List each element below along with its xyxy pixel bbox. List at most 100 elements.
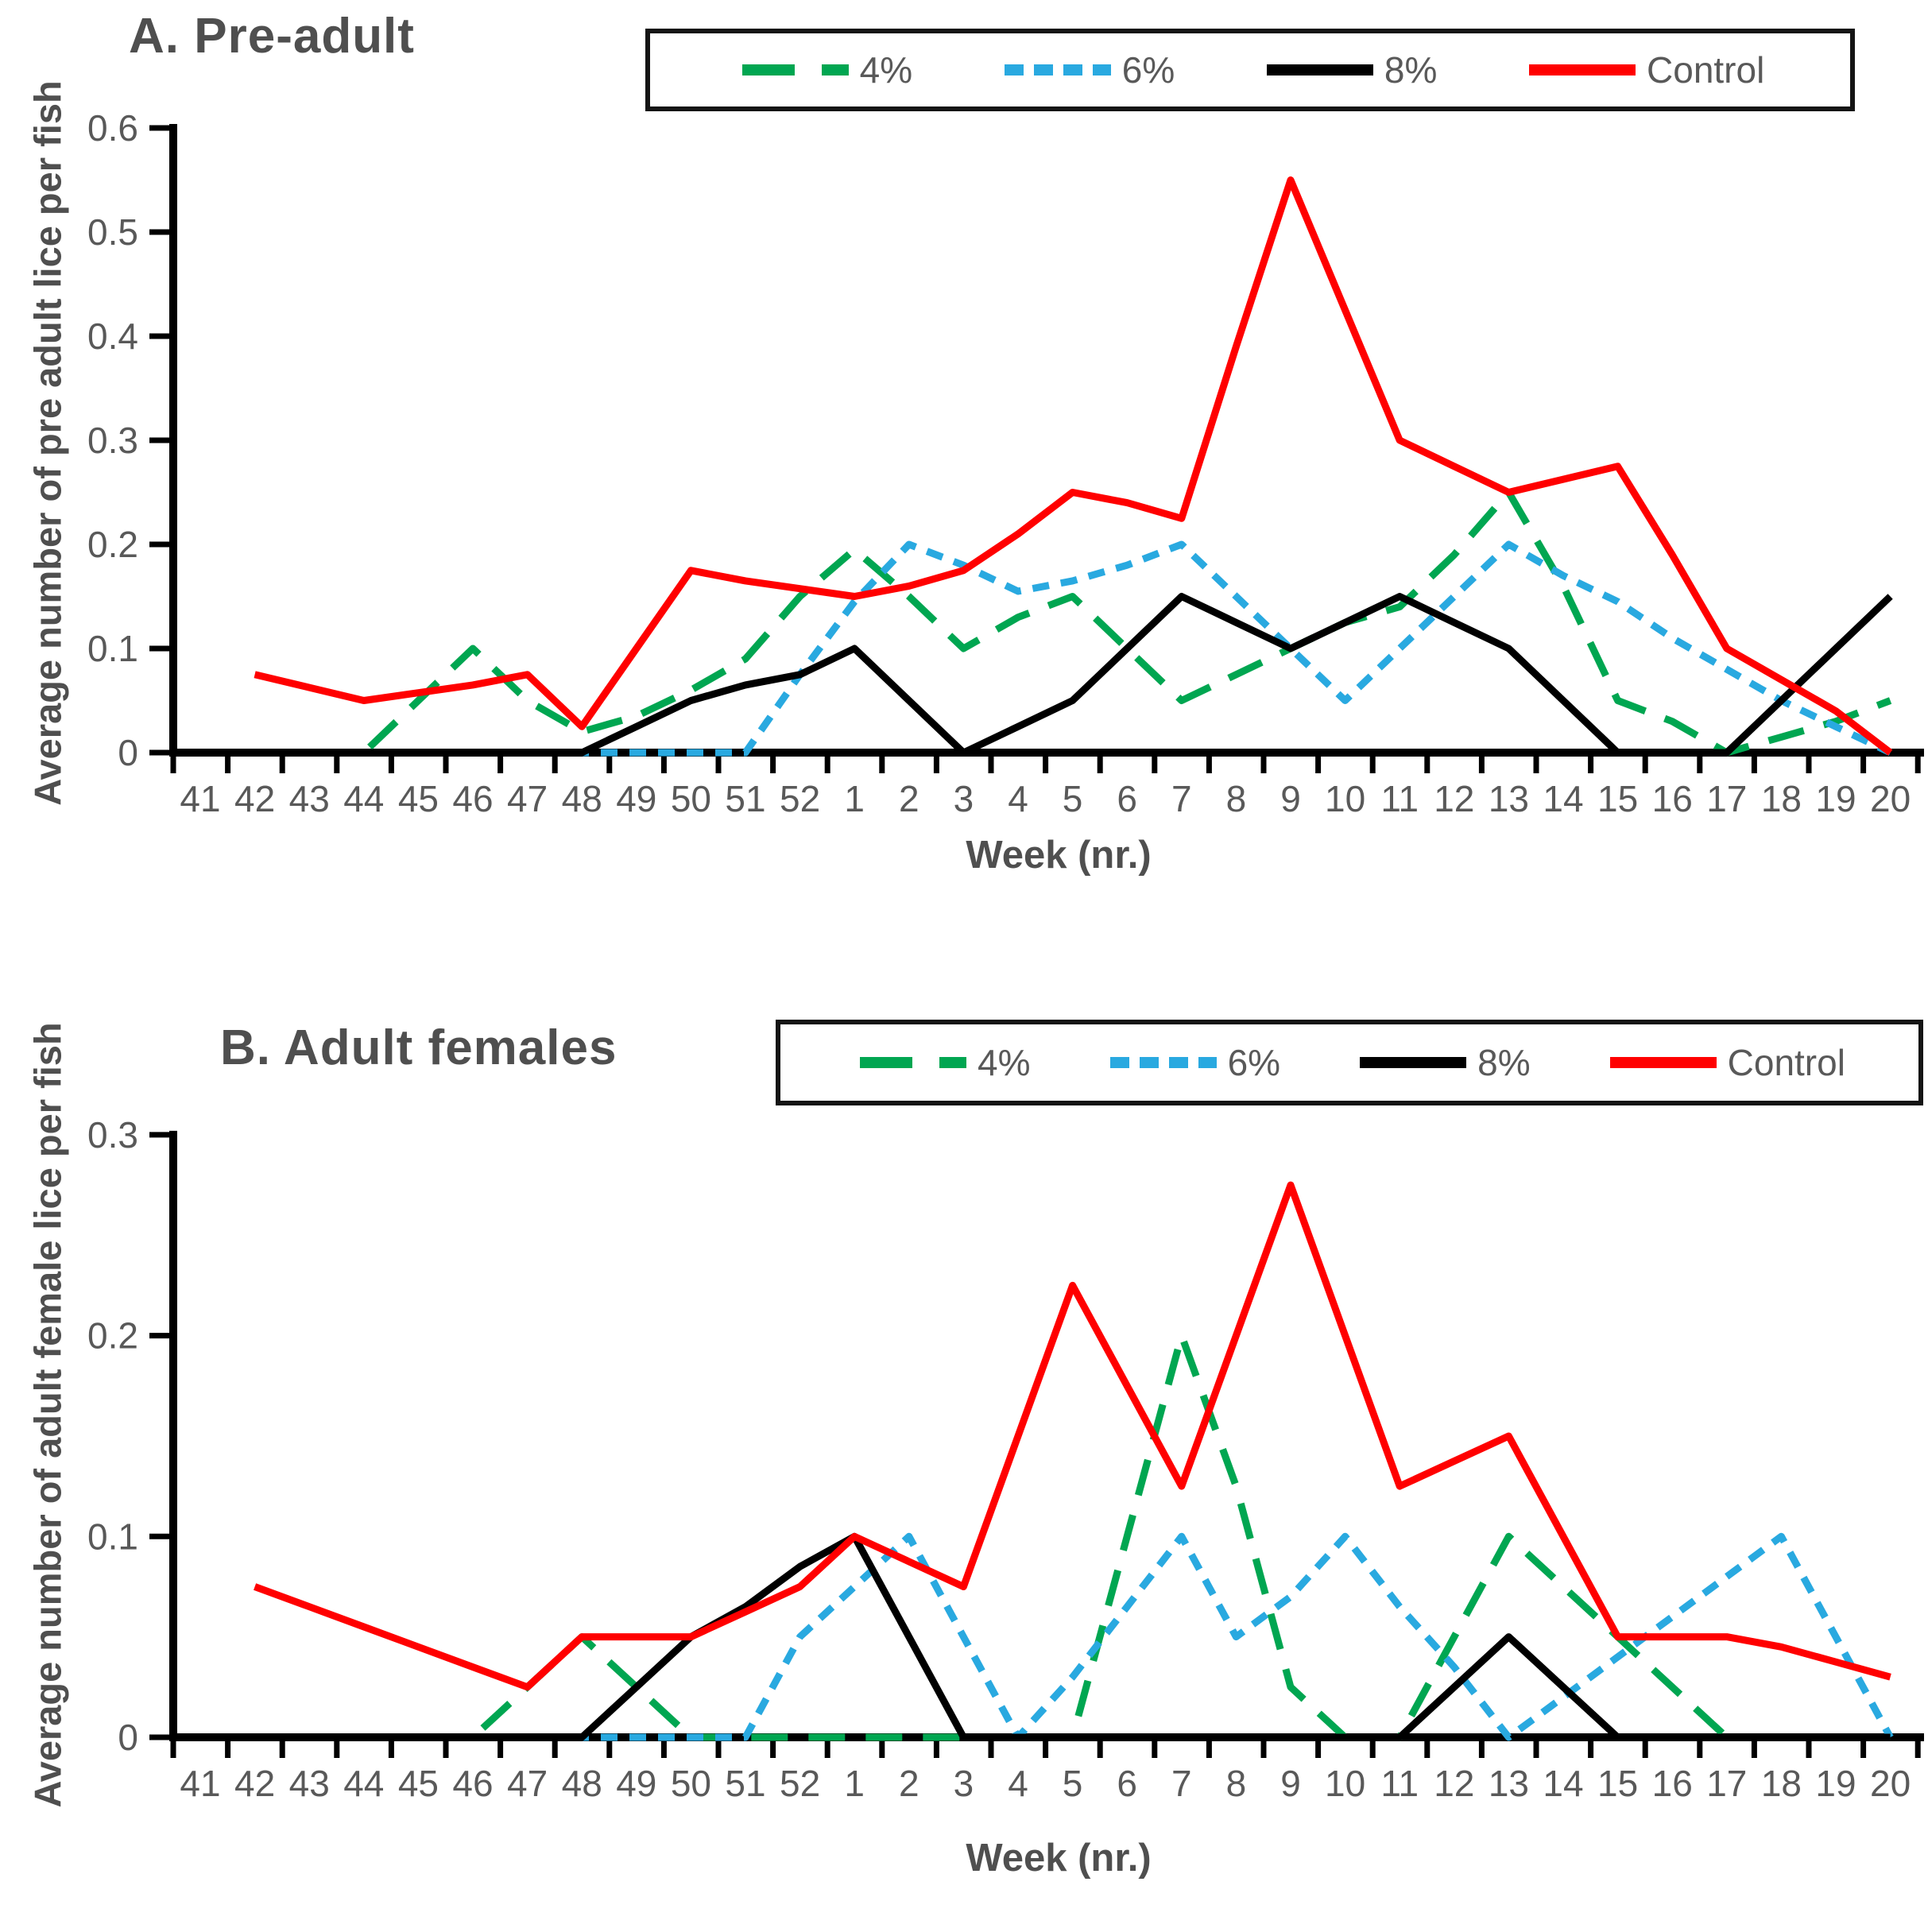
x-tick-label: 42 — [234, 778, 275, 819]
series-line-8pct — [200, 593, 1893, 757]
x-tick-label: 14 — [1543, 1763, 1583, 1804]
x-tick-label: 6 — [1117, 1763, 1137, 1804]
x-tick-label: 13 — [1489, 778, 1529, 819]
panel-adult-females: B. Adult females 4% 6% 8% Control Average n… — [0, 966, 1928, 1932]
chart-title-adult-females: B. Adult females — [220, 1020, 618, 1075]
y-tick-label: 0 — [118, 1717, 138, 1758]
x-tick-label: 41 — [180, 1763, 220, 1804]
legend-label-8pct: 8% — [1477, 1042, 1531, 1083]
legend-swatch-4pct — [860, 1057, 967, 1068]
x-tick-label: 16 — [1652, 1763, 1693, 1804]
y-tick-label: 0.3 — [87, 420, 138, 461]
x-tick-label: 3 — [954, 778, 974, 819]
legend-label-8pct: 8% — [1384, 49, 1438, 91]
legend-item-6pct: 6% — [1104, 1041, 1280, 1084]
legend-item-4pct: 4% — [854, 1041, 1031, 1084]
legend-label-control: Control — [1647, 49, 1765, 91]
legend-label-6pct: 6% — [1227, 1042, 1281, 1083]
x-tick-label: 8 — [1226, 1763, 1247, 1804]
y-tick-label: 0.4 — [87, 316, 138, 357]
chart-title-pre-adult: A. Pre-adult — [129, 9, 415, 64]
x-tick-label: 51 — [725, 778, 765, 819]
legend-swatch-6pct — [1109, 1057, 1217, 1068]
x-tick-label: 44 — [343, 778, 384, 819]
y-tick-label: 0.3 — [87, 1114, 138, 1156]
x-tick-label: 18 — [1761, 1763, 1802, 1804]
legend-item-6pct: 6% — [998, 48, 1175, 91]
legend-box-adult-females: 4% 6% 8% Control — [776, 1020, 1923, 1105]
x-tick-label: 45 — [398, 1763, 439, 1804]
x-tick-label: 12 — [1434, 778, 1474, 819]
x-tick-label: 18 — [1761, 778, 1802, 819]
x-tick-label: 17 — [1706, 1763, 1747, 1804]
x-tick-label: 52 — [780, 1763, 820, 1804]
legend-label-6pct: 6% — [1121, 49, 1175, 91]
x-tick-label: 44 — [343, 1763, 384, 1804]
x-tick-label: 51 — [725, 1763, 765, 1804]
x-tick-label: 2 — [899, 778, 919, 819]
x-tick-label: 14 — [1543, 778, 1583, 819]
x-tick-label: 12 — [1434, 1763, 1474, 1804]
x-tick-label: 49 — [616, 1763, 656, 1804]
series-line-8pct — [200, 1532, 1891, 1741]
x-tick-label: 42 — [234, 1763, 275, 1804]
x-tick-label: 13 — [1489, 1763, 1529, 1804]
x-tick-label: 7 — [1171, 778, 1192, 819]
x-tick-label: 5 — [1063, 1763, 1083, 1804]
x-tick-label: 15 — [1597, 1763, 1638, 1804]
x-tick-label: 41 — [180, 778, 220, 819]
x-axis-title-adult-females: Week (nr.) — [966, 1837, 1152, 1880]
x-tick-label: 5 — [1063, 778, 1083, 819]
legend-swatch-6pct — [1004, 64, 1111, 75]
x-tick-label: 50 — [671, 778, 711, 819]
x-tick-label: 6 — [1117, 778, 1137, 819]
legend-swatch-4pct — [741, 64, 849, 75]
legend-label-4pct: 4% — [859, 49, 913, 91]
series-line-4pct — [200, 1332, 1891, 1741]
x-tick-label: 15 — [1597, 778, 1638, 819]
plot-area-adult-females: 00.10.20.341 42 43 44 45 46 47 48 49 50 51 52 1 2 3 4 5 6… — [87, 1114, 1924, 1804]
x-tick-label: 8 — [1226, 778, 1247, 819]
x-tick-label: 11 — [1380, 778, 1419, 819]
legend-swatch-8pct — [1360, 1057, 1467, 1068]
panel-pre-adult: A. Pre-adult 4% 6% 8% Control Average numbe… — [27, 9, 1924, 877]
x-tick-label: 19 — [1815, 778, 1856, 819]
legend-label-4pct: 4% — [978, 1042, 1031, 1083]
x-tick-label: 20 — [1870, 1763, 1911, 1804]
x-tick-label: 9 — [1280, 778, 1301, 819]
x-tick-label: 7 — [1171, 1763, 1192, 1804]
x-tick-label: 47 — [507, 1763, 548, 1804]
y-tick-label: 0.1 — [87, 1516, 138, 1557]
x-tick-label: 10 — [1325, 778, 1365, 819]
legend-item-8pct: 8% — [1260, 48, 1437, 91]
x-tick-label: 52 — [780, 778, 820, 819]
legend-swatch-control — [1609, 1057, 1717, 1068]
x-tick-label: 50 — [671, 1763, 711, 1804]
legend-box-pre-adult: 4% 6% 8% Control — [645, 29, 1855, 111]
x-tick-label: 49 — [616, 778, 656, 819]
x-tick-label: 46 — [452, 778, 493, 819]
x-tick-label: 4 — [1008, 1763, 1028, 1804]
x-tick-label: 11 — [1380, 1763, 1419, 1804]
y-tick-label: 0.2 — [87, 1315, 138, 1357]
x-tick-label: 48 — [562, 1763, 602, 1804]
x-tick-label: 47 — [507, 778, 548, 819]
x-tick-label: 48 — [562, 778, 602, 819]
x-tick-label: 45 — [398, 778, 439, 819]
x-tick-label: 17 — [1706, 778, 1747, 819]
x-tick-label: 1 — [844, 1763, 865, 1804]
x-tick-label: 43 — [289, 1763, 330, 1804]
series-line-control — [254, 1181, 1891, 1691]
x-axis-title-pre-adult: Week (nr.) — [966, 834, 1152, 877]
y-tick-label: 0.2 — [87, 524, 138, 565]
y-tick-label: 0.5 — [87, 211, 138, 253]
series-line-control — [254, 176, 1893, 756]
x-tick-label: 19 — [1815, 1763, 1856, 1804]
x-tick-label: 3 — [954, 1763, 974, 1804]
y-tick-label: 0.6 — [87, 107, 138, 149]
x-tick-label: 43 — [289, 778, 330, 819]
legend-item-8pct: 8% — [1353, 1041, 1531, 1084]
series-line-6pct — [200, 540, 1892, 757]
legend-item-control: Control — [1604, 1041, 1845, 1084]
